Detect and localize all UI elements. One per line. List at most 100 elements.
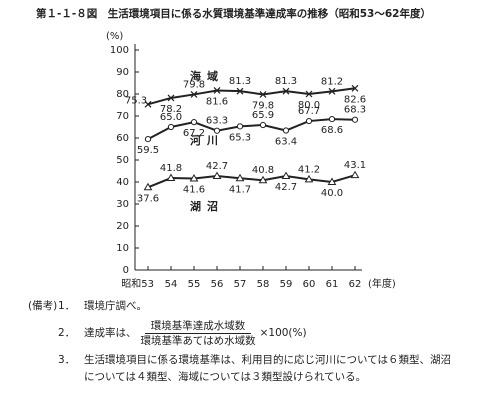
marker	[144, 136, 152, 143]
data-label: 82.6	[344, 94, 366, 105]
marker	[236, 123, 244, 130]
data-label: 65.0	[160, 112, 182, 123]
series-name: 湖沼	[190, 199, 224, 213]
data-label: 43.1	[344, 160, 366, 171]
data-label: 81.3	[229, 76, 251, 87]
data-label: 40.0	[321, 188, 343, 199]
data-label: 68.6	[321, 125, 343, 136]
y-tick-label: 40	[116, 177, 129, 188]
marker	[305, 117, 313, 125]
note-number: 3．	[58, 354, 76, 366]
data-label: 67.2	[183, 128, 205, 139]
marker	[213, 127, 221, 134]
marker	[281, 171, 291, 180]
y-axis-label: (%)	[106, 31, 123, 42]
data-label: 42.7	[206, 161, 228, 172]
note: 2． 達成率は、 環境基準達成水域数 環境基準あてはめ水域数 ×100(%)	[58, 319, 486, 348]
series-name: 河川	[190, 133, 224, 147]
marker	[328, 87, 336, 95]
data-label: 41.2	[298, 164, 320, 175]
data-label: 81.6	[206, 96, 228, 107]
note-text: 達成率は、	[84, 327, 137, 339]
data-label: 80.0	[298, 100, 320, 111]
marker	[189, 173, 199, 182]
x-tick-label: 62	[349, 279, 362, 290]
data-label: 78.2	[160, 104, 182, 115]
x-tick-label: 56	[211, 279, 224, 290]
marker	[259, 121, 267, 129]
notes-heading: (備考)	[28, 300, 58, 312]
y-tick-label: 20	[116, 221, 129, 232]
marker	[212, 171, 222, 180]
chart-title: 第１-１-８図 生活環境項目に係る水質環境基準達成率の推移（昭和53～62年度）	[36, 7, 431, 20]
series-name: 海域	[190, 69, 224, 83]
note-number: 2．	[58, 327, 76, 339]
note-text: 環境庁調べ。	[84, 300, 147, 312]
y-tick-label: 60	[116, 133, 129, 144]
x-tick-label: 60	[303, 279, 316, 290]
series-line	[147, 174, 356, 189]
data-label: 68.3	[344, 105, 366, 116]
chart: 第１-１-８図 生活環境項目に係る水質環境基準達成率の推移（昭和53～62年度）…	[36, 7, 431, 290]
data-label: 63.3	[206, 116, 228, 127]
y-tick-label: 10	[116, 243, 129, 254]
marker	[166, 173, 176, 182]
notes: (備考) 1． 環境庁調べ。 2． 達成率は、 環境基準達成水域数 環境基準あてはめ水…	[0, 298, 486, 386]
data-label: 42.7	[275, 182, 297, 193]
marker	[167, 123, 175, 131]
y-tick-label: 80	[116, 89, 129, 100]
data-label: 79.8	[183, 79, 205, 90]
marker	[144, 100, 152, 108]
y-tick-label: 30	[116, 199, 129, 210]
x-tick-label: 57	[234, 279, 247, 290]
marker	[258, 175, 268, 184]
x-tick-label: 昭和53	[121, 278, 154, 290]
note: 1． 環境庁調べ。	[58, 298, 486, 315]
data-label: 75.3	[125, 95, 147, 106]
data-label: 81.3	[275, 76, 297, 87]
note-text: 生活環境項目に係る環境基準は、利用目的に応じ河川については６類型、湖沼については…	[84, 354, 451, 383]
marker	[305, 90, 313, 98]
data-label: 63.4	[275, 137, 297, 148]
marker	[351, 84, 359, 92]
data-label: 40.8	[252, 165, 274, 176]
marker	[350, 170, 360, 179]
fraction: 環境基準達成水域数 環境基準あてはめ水域数	[141, 319, 256, 348]
data-label: 81.2	[321, 76, 343, 87]
marker	[282, 87, 290, 95]
data-label: 65.9	[252, 110, 274, 121]
marker	[259, 91, 267, 98]
marker	[235, 173, 245, 182]
x-tick-label: 54	[165, 279, 178, 290]
marker	[143, 182, 153, 191]
x-tick-label: 59	[280, 279, 293, 290]
x-tick-label: 61	[326, 279, 339, 290]
note-number: 1．	[58, 300, 76, 312]
numerator: 環境基準達成水域数	[144, 319, 252, 334]
data-label: 79.8	[252, 100, 274, 111]
y-tick-label: 50	[116, 155, 129, 166]
x-axis-label: (年度)	[368, 277, 396, 290]
marker	[190, 119, 198, 126]
marker	[304, 174, 314, 183]
data-label: 65.3	[229, 132, 251, 143]
marker	[282, 127, 290, 134]
y-tick-label: 90	[116, 67, 129, 78]
y-tick-label: 100	[110, 45, 129, 56]
data-label: 59.5	[137, 145, 159, 156]
data-label: 41.8	[160, 163, 182, 174]
marker	[236, 87, 244, 95]
marker	[190, 91, 198, 98]
series-line	[147, 118, 356, 140]
marker	[327, 177, 337, 185]
y-tick-label: 0	[123, 265, 129, 276]
data-label: 37.6	[137, 193, 159, 204]
data-label: 41.7	[229, 184, 251, 195]
marker	[328, 115, 336, 123]
denominator: 環境基準あてはめ水域数	[140, 335, 256, 347]
marker	[213, 87, 221, 94]
x-tick-label: 55	[188, 279, 201, 290]
note: 3． 生活環境項目に係る環境基準は、利用目的に応じ河川については６類型、湖沼につい…	[58, 352, 456, 386]
x-tick-label: 58	[257, 279, 270, 290]
